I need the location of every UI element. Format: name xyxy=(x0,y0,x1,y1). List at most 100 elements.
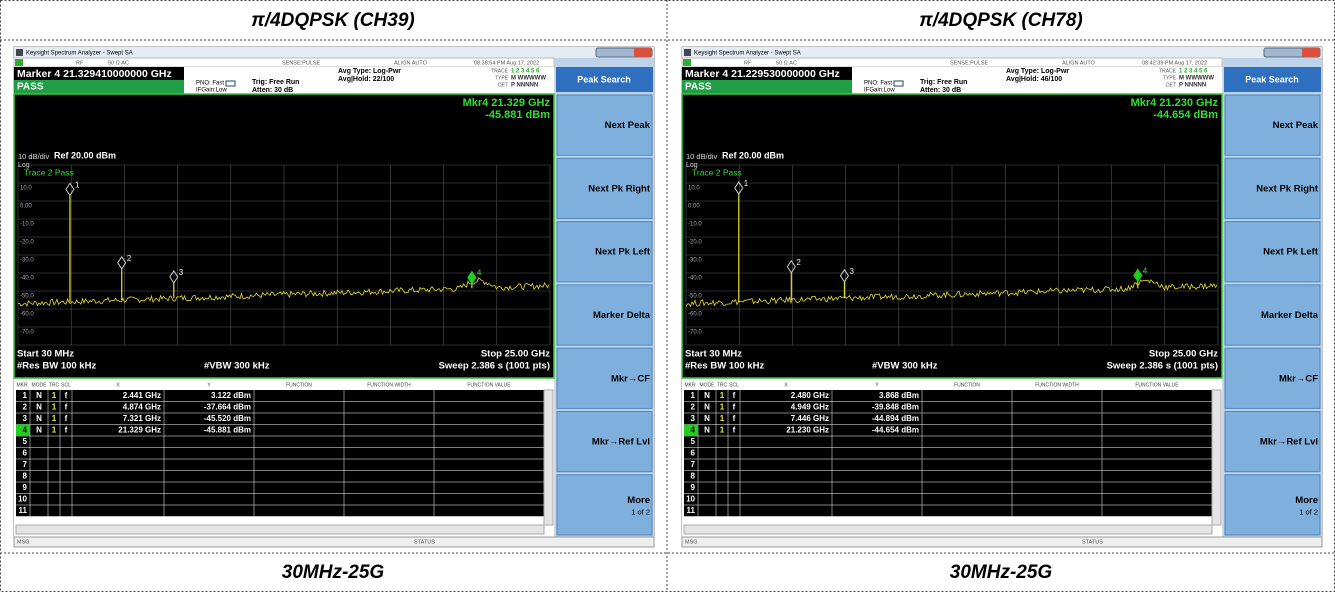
active-row-highlight xyxy=(684,424,698,436)
atten: Atten: 30 dB xyxy=(920,87,961,94)
softkey-button[interactable] xyxy=(1224,221,1321,283)
row-cell: 2.480 GHz xyxy=(791,391,829,400)
softkey-button[interactable] xyxy=(1224,157,1321,220)
y-label: -20.0 xyxy=(688,240,702,246)
table-header: Y xyxy=(207,382,211,388)
table-body xyxy=(684,390,1212,517)
row-number: 2 xyxy=(23,402,28,411)
row-number: 9 xyxy=(23,483,28,492)
active-row-highlight xyxy=(16,424,30,436)
table-body xyxy=(16,390,544,517)
softkey-button[interactable] xyxy=(1224,474,1321,536)
y-label: -50.0 xyxy=(688,294,702,300)
row-number: 2 xyxy=(691,402,696,411)
softkey-button[interactable] xyxy=(1224,284,1321,346)
row-cell: f xyxy=(65,402,68,411)
y-label: -30.0 xyxy=(688,258,702,264)
vbw: #VBW 300 kHz xyxy=(204,361,270,372)
marker-diamond xyxy=(169,270,179,284)
row-cell: 1 xyxy=(52,425,57,434)
marker-diamond xyxy=(786,259,796,274)
status-text: RF xyxy=(76,60,84,66)
row-cell: N xyxy=(704,425,710,434)
pass-bg xyxy=(682,80,852,94)
row-number: 4 xyxy=(23,425,28,434)
row-number: 6 xyxy=(23,448,28,457)
softkey-button[interactable] xyxy=(1224,410,1321,473)
row-cell: f xyxy=(733,402,736,411)
log: Log xyxy=(686,162,698,169)
status-text: 08:42:39 PM Aug 17, 2022 xyxy=(1142,60,1207,66)
marker-number: 1 xyxy=(75,180,80,189)
table-header: SCL xyxy=(61,382,71,388)
marker-number: 4 xyxy=(1143,266,1148,275)
row-cell: 21.230 GHz xyxy=(786,425,829,434)
spectrum-trace xyxy=(17,277,550,308)
msg-bar xyxy=(681,536,1323,548)
status-text: SENSE:PULSE xyxy=(282,60,321,66)
pno: PNO: Fast xyxy=(864,81,892,87)
pass-indicator: PASS xyxy=(17,82,44,93)
row-cell: -45.520 dBm xyxy=(204,414,251,423)
trace-value: 1 2 3 4 5 6 xyxy=(1179,69,1208,75)
softkey-button[interactable] xyxy=(556,157,653,220)
vbw: #VBW 300 kHz xyxy=(872,361,938,372)
ref-level: Ref 20.00 dBm xyxy=(722,150,784,160)
softkey-label: Mkr→Ref Lvl xyxy=(1260,437,1318,448)
ref-level: Ref 20.00 dBm xyxy=(54,150,116,160)
y-label: 10.0 xyxy=(20,186,32,192)
title-bar xyxy=(682,47,1322,58)
table-header: FUNCTION xyxy=(954,382,980,388)
row-cell: 1 xyxy=(52,391,57,400)
row-number: 3 xyxy=(23,414,28,423)
ifgain: IFGain:Low xyxy=(864,88,895,94)
y-label: -30.0 xyxy=(20,258,34,264)
row-cell: 4.949 GHz xyxy=(791,402,829,411)
row-number: 9 xyxy=(691,483,696,492)
msg-bar xyxy=(13,536,655,548)
trig: Trig: Free Run xyxy=(252,79,299,86)
table-header: FUNCTION WIDTH xyxy=(1035,382,1079,388)
row-cell: -44.654 dBm xyxy=(872,425,919,434)
softkey-label: Next Pk Left xyxy=(1263,247,1319,258)
status-bar: STATUS xyxy=(414,539,435,545)
softkey-button[interactable] xyxy=(556,347,653,409)
status-text: ALIGN AUTO xyxy=(1062,60,1096,66)
msg: MSG xyxy=(685,539,698,545)
panel-footer: 30MHz-25G xyxy=(950,562,1053,583)
softkey-button[interactable] xyxy=(556,474,653,536)
softkey-button[interactable] xyxy=(1224,94,1321,156)
softkey-button[interactable] xyxy=(556,94,653,156)
row-cell: 2.441 GHz xyxy=(123,391,161,400)
row-cell: f xyxy=(65,414,68,423)
sweep: Sweep 2.386 s (1001 pts) xyxy=(1107,361,1218,372)
softkey-label: Mkr→CF xyxy=(1279,373,1318,384)
marker-diamond xyxy=(467,270,477,285)
softkey-button[interactable] xyxy=(1224,347,1321,409)
pass-bg xyxy=(14,80,184,94)
close-button xyxy=(634,48,652,57)
row-cell: 1 xyxy=(720,391,725,400)
softkey-sublabel: 1 of 2 xyxy=(1299,507,1318,516)
marker-number: 4 xyxy=(477,269,482,278)
marker-amp: -45.881 dBm xyxy=(485,109,550,121)
softkey-button[interactable] xyxy=(556,284,653,346)
y-label: -10.0 xyxy=(688,222,702,228)
row-number: 8 xyxy=(691,471,696,480)
table-header: MODE xyxy=(700,382,716,388)
table-header: TRC xyxy=(717,382,728,388)
table-header: FUNCTION VALUE xyxy=(1135,382,1179,388)
y-label: -40.0 xyxy=(688,276,702,282)
trace-value: 1 2 3 4 5 6 xyxy=(511,69,540,75)
softkey-label: Marker Delta xyxy=(593,310,651,321)
softkey-button[interactable] xyxy=(556,410,653,473)
row-number: 10 xyxy=(18,494,27,503)
softkey-button[interactable] xyxy=(556,221,653,283)
row-number: 4 xyxy=(691,425,696,434)
softkey-label: Next Pk Right xyxy=(1256,183,1319,194)
marker-readout: Marker 4 21.229530000000 GHz xyxy=(685,68,840,80)
softkey-label: Mkr→CF xyxy=(611,373,650,384)
status-bar: STATUS xyxy=(1082,539,1103,545)
trig: Trig: Free Run xyxy=(920,79,967,86)
